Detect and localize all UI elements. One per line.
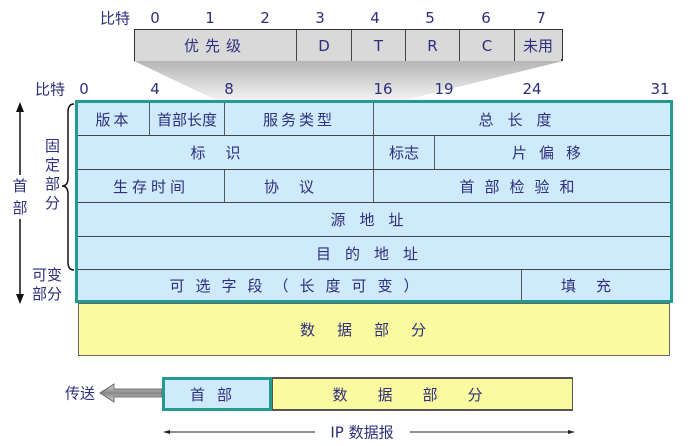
field-destination-address: 目的地址 — [78, 237, 670, 270]
ip-datagram-label: IP 数据报 — [330, 423, 394, 442]
header-bit: 4 — [150, 80, 160, 98]
fixed-part-label: 固定部分 — [45, 137, 61, 212]
header-bit: 0 — [79, 80, 89, 98]
field-ttl: 生存时间 — [78, 170, 225, 203]
tos-bit: 5 — [425, 9, 435, 27]
header-bit: 19 — [434, 80, 454, 98]
header-bit-label: 比特 — [34, 80, 66, 99]
tos-bit: 1 — [205, 9, 215, 27]
header-bit: 8 — [224, 80, 234, 98]
header-bit: 24 — [522, 80, 542, 98]
tos-t: T — [352, 30, 406, 61]
tos-bit: 0 — [150, 9, 160, 27]
field-identification: 标识 — [78, 136, 374, 170]
tos-d: D — [297, 30, 352, 61]
send-arrow — [99, 383, 163, 403]
header-bit: 31 — [650, 80, 670, 98]
field-total-length: 总长度 — [374, 103, 670, 136]
field-protocol: 协议 — [225, 170, 374, 203]
header-label: 首部 — [12, 175, 28, 219]
field-source-address: 源地址 — [78, 203, 670, 237]
tos-bit: 3 — [315, 9, 325, 27]
tos-bit: 7 — [536, 9, 546, 27]
header-bit: 16 — [373, 80, 393, 98]
data-part: 数据部分 — [78, 303, 670, 356]
field-checksum: 首部检验和 — [374, 170, 670, 203]
zoom-trapezoid — [134, 61, 563, 100]
fixed-brace — [61, 103, 75, 271]
variable-part-label: 可变部分 — [32, 266, 63, 303]
bottom-data: 数据部分 — [272, 377, 573, 411]
send-label: 传送 — [64, 384, 96, 403]
tos-precedence: 优先级 — [135, 30, 297, 61]
field-tos: 服务类型 — [225, 103, 374, 136]
field-options: 可选字段（长度可变） — [78, 270, 522, 300]
tos-unused: 未用 — [515, 30, 561, 61]
tos-r: R — [406, 30, 460, 61]
field-version: 版本 — [78, 103, 150, 136]
field-flags: 标志 — [374, 136, 435, 170]
tos-c: C — [460, 30, 515, 61]
tos-bit: 6 — [481, 9, 491, 27]
bottom-header: 首部 — [162, 377, 272, 411]
field-padding: 填充 — [522, 270, 670, 300]
field-ihl: 首部长度 — [150, 103, 225, 136]
tos-bit-label: 比特 — [99, 9, 131, 28]
header-outline — [75, 100, 673, 303]
tos-bit: 2 — [260, 9, 270, 27]
field-fragment-offset: 片偏移 — [435, 136, 670, 170]
tos-bit: 4 — [370, 9, 380, 27]
